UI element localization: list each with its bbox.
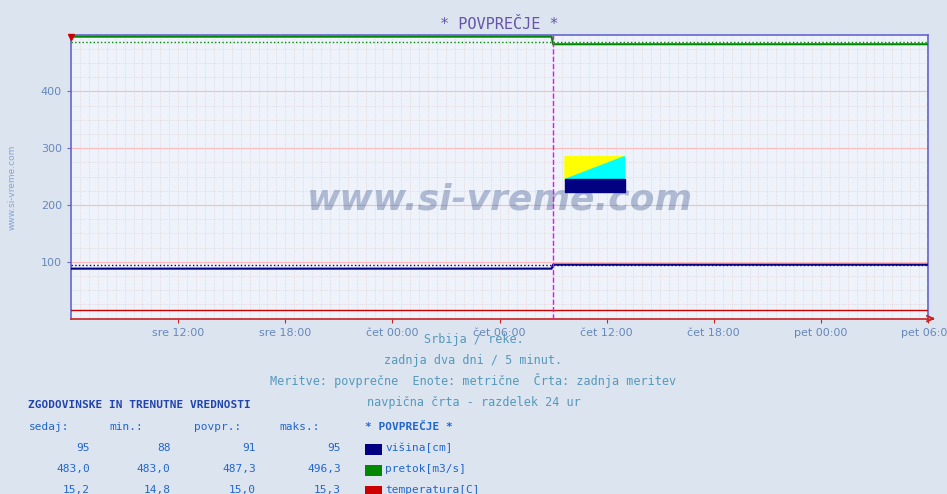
Text: zadnja dva dni / 5 minut.: zadnja dva dni / 5 minut. (384, 354, 563, 367)
Text: pretok[m3/s]: pretok[m3/s] (385, 464, 467, 474)
Text: 15,3: 15,3 (313, 485, 341, 494)
Text: maks.:: maks.: (279, 422, 320, 432)
Text: navpična črta - razdelek 24 ur: navpična črta - razdelek 24 ur (366, 396, 581, 409)
Text: www.si-vreme.com: www.si-vreme.com (8, 145, 17, 230)
Text: 95: 95 (328, 443, 341, 453)
Text: 14,8: 14,8 (143, 485, 170, 494)
Text: 487,3: 487,3 (222, 464, 256, 474)
Text: 91: 91 (242, 443, 256, 453)
Text: 483,0: 483,0 (56, 464, 90, 474)
Text: Meritve: povprečne  Enote: metrične  Črta: zadnja meritev: Meritve: povprečne Enote: metrične Črta:… (271, 373, 676, 388)
Text: 483,0: 483,0 (136, 464, 170, 474)
Text: 15,0: 15,0 (228, 485, 256, 494)
Text: www.si-vreme.com: www.si-vreme.com (307, 182, 692, 216)
Text: * POVPREČJE *: * POVPREČJE * (365, 422, 453, 432)
Text: Srbija / reke.: Srbija / reke. (423, 333, 524, 346)
Text: temperatura[C]: temperatura[C] (385, 485, 480, 494)
Polygon shape (565, 157, 624, 179)
Text: 95: 95 (77, 443, 90, 453)
Text: ZGODOVINSKE IN TRENUTNE VREDNOSTI: ZGODOVINSKE IN TRENUTNE VREDNOSTI (28, 400, 251, 410)
Text: povpr.:: povpr.: (194, 422, 241, 432)
Text: višina[cm]: višina[cm] (385, 443, 453, 453)
Bar (565, 179, 624, 192)
Text: sedaj:: sedaj: (28, 422, 69, 432)
Text: min.:: min.: (109, 422, 143, 432)
Text: 496,3: 496,3 (307, 464, 341, 474)
Text: 15,2: 15,2 (63, 485, 90, 494)
Text: 88: 88 (157, 443, 170, 453)
Polygon shape (565, 157, 624, 179)
Title: * POVPREČJE *: * POVPREČJE * (440, 17, 559, 32)
